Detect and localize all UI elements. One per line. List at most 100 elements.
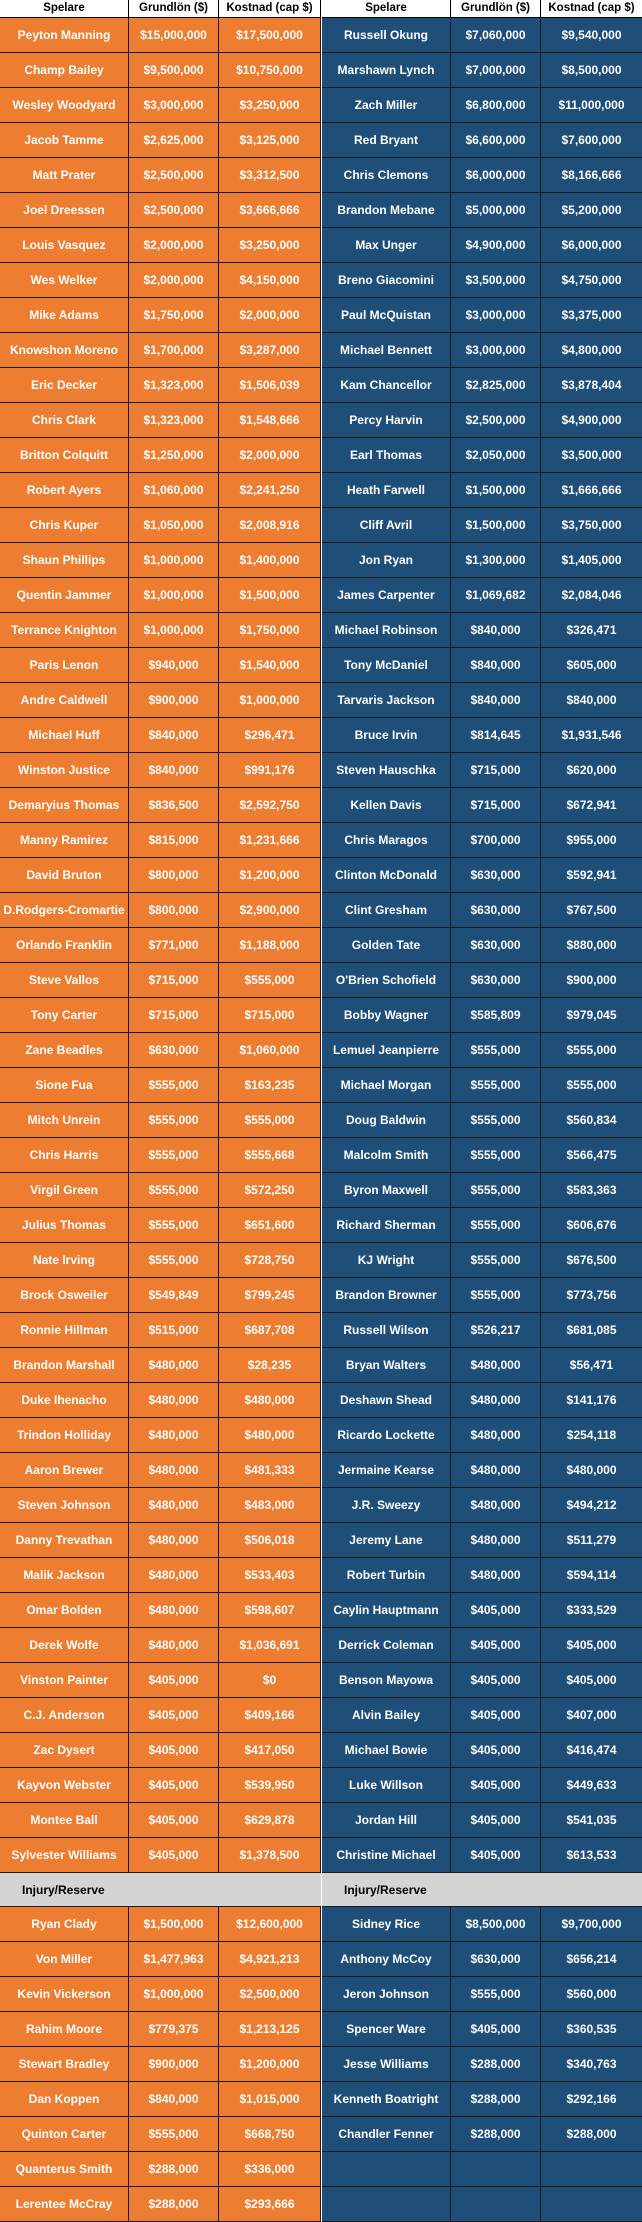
table-row: Virgil Green $555,000 $572,250	[0, 1173, 321, 1208]
base-salary: $555,000	[451, 1068, 541, 1102]
player-name: C.J. Anderson	[0, 1698, 129, 1732]
table-row: J.R. Sweezy $480,000 $494,212	[322, 1488, 642, 1523]
player-name: D.Rodgers-Cromartie	[0, 893, 129, 927]
cap-cost: $1,405,000	[541, 543, 642, 577]
table-row: Manny Ramirez $815,000 $1,231,666	[0, 823, 321, 858]
base-salary: $480,000	[451, 1558, 541, 1592]
table-row: O'Brien Schofield $630,000 $900,000	[322, 963, 642, 998]
table-row: Kam Chancellor $2,825,000 $3,878,404	[322, 368, 642, 403]
player-name: Von Miller	[0, 1942, 129, 1976]
header-base-salary: Grundlön ($)	[451, 0, 541, 17]
cap-cost	[541, 2187, 642, 2221]
base-salary: $288,000	[129, 2187, 219, 2221]
player-name: Manny Ramirez	[0, 823, 129, 857]
player-name: Ryan Clady	[0, 1907, 129, 1941]
cap-cost: $1,015,000	[219, 2082, 321, 2116]
player-name: Matt Prater	[0, 158, 129, 192]
player-name: Terrance Knighton	[0, 613, 129, 647]
player-name: Clinton McDonald	[322, 858, 451, 892]
cap-cost: $293,666	[219, 2187, 321, 2221]
cap-cost: $1,188,000	[219, 928, 321, 962]
player-name: Jeremy Lane	[322, 1523, 451, 1557]
base-salary: $1,050,000	[129, 508, 219, 542]
player-name: Brandon Marshall	[0, 1348, 129, 1382]
player-name: Chandler Fenner	[322, 2117, 451, 2151]
cap-cost: $360,535	[541, 2012, 642, 2046]
cap-cost: $4,900,000	[541, 403, 642, 437]
table-row: Alvin Bailey $405,000 $407,000	[322, 1698, 642, 1733]
cap-cost: $1,200,000	[219, 2047, 321, 2081]
base-salary: $1,000,000	[129, 543, 219, 577]
table-row: Kellen Davis $715,000 $672,941	[322, 788, 642, 823]
cap-cost: $687,708	[219, 1313, 321, 1347]
player-name: Michael Huff	[0, 718, 129, 752]
table-row	[322, 2187, 642, 2222]
header-cap-cost: Kostnad (cap $)	[541, 0, 642, 17]
table-row: Anthony McCoy $630,000 $656,214	[322, 1942, 642, 1977]
player-name: Quinton Carter	[0, 2117, 129, 2151]
base-salary: $8,500,000	[451, 1907, 541, 1941]
player-name: Peyton Manning	[0, 18, 129, 52]
cap-cost: $3,666,666	[219, 193, 321, 227]
table-row: Heath Farwell $1,500,000 $1,666,666	[322, 473, 642, 508]
table-row: Doug Baldwin $555,000 $560,834	[322, 1103, 642, 1138]
player-name: Trindon Holliday	[0, 1418, 129, 1452]
table-row: KJ Wright $555,000 $676,500	[322, 1243, 642, 1278]
base-salary: $1,000,000	[129, 1977, 219, 2011]
cap-cost: $340,763	[541, 2047, 642, 2081]
player-name: Derek Wolfe	[0, 1628, 129, 1662]
player-name: Mike Adams	[0, 298, 129, 332]
cap-cost: $572,250	[219, 1173, 321, 1207]
cap-cost: $17,500,000	[219, 18, 321, 52]
player-name: Britton Colquitt	[0, 438, 129, 472]
cap-cost: $629,878	[219, 1803, 321, 1837]
cap-cost: $11,000,000	[541, 88, 642, 122]
player-name: Vinston Painter	[0, 1663, 129, 1697]
base-salary: $2,825,000	[451, 368, 541, 402]
base-salary: $630,000	[451, 963, 541, 997]
base-salary: $900,000	[129, 683, 219, 717]
player-name: Benson Mayowa	[322, 1663, 451, 1697]
table-row: Ryan Clady $1,500,000 $12,600,000	[0, 1907, 321, 1942]
cap-cost: $511,279	[541, 1523, 642, 1557]
base-salary: $405,000	[129, 1803, 219, 1837]
header-cap-cost: Kostnad (cap $)	[219, 0, 321, 17]
cap-cost: $598,607	[219, 1593, 321, 1627]
table-row: Sione Fua $555,000 $163,235	[0, 1068, 321, 1103]
player-name: Orlando Franklin	[0, 928, 129, 962]
base-salary: $405,000	[451, 1593, 541, 1627]
base-salary: $1,750,000	[129, 298, 219, 332]
base-salary: $6,600,000	[451, 123, 541, 157]
base-salary: $1,069,682	[451, 578, 541, 612]
player-name: Jermaine Kearse	[322, 1453, 451, 1487]
cap-cost: $1,750,000	[219, 613, 321, 647]
table-row: Wes Welker $2,000,000 $4,150,000	[0, 263, 321, 298]
table-row: Lemuel Jeanpierre $555,000 $555,000	[322, 1033, 642, 1068]
table-row: Brandon Mebane $5,000,000 $5,200,000	[322, 193, 642, 228]
cap-cost: $799,245	[219, 1278, 321, 1312]
player-name: Mitch Unrein	[0, 1103, 129, 1137]
base-salary: $715,000	[129, 963, 219, 997]
player-name: Sione Fua	[0, 1068, 129, 1102]
cap-cost: $4,921,213	[219, 1942, 321, 1976]
player-name: Michael Robinson	[322, 613, 451, 647]
cap-cost: $533,403	[219, 1558, 321, 1592]
table-row: Paul McQuistan $3,000,000 $3,375,000	[322, 298, 642, 333]
table-row: Russell Wilson $526,217 $681,085	[322, 1313, 642, 1348]
cap-cost: $1,213,125	[219, 2012, 321, 2046]
table-row: Michael Bowie $405,000 $416,474	[322, 1733, 642, 1768]
cap-cost: $672,941	[541, 788, 642, 822]
table-row: Deshawn Shead $480,000 $141,176	[322, 1383, 642, 1418]
base-salary: $288,000	[451, 2082, 541, 2116]
player-name: Kenneth Boatright	[322, 2082, 451, 2116]
player-name: Lerentee McCray	[0, 2187, 129, 2221]
cap-cost: $840,000	[541, 683, 642, 717]
cap-cost: $28,235	[219, 1348, 321, 1382]
base-salary: $3,500,000	[451, 263, 541, 297]
table-row: Michael Huff $840,000 $296,471	[0, 718, 321, 753]
table-row: Sidney Rice $8,500,000 $9,700,000	[322, 1907, 642, 1942]
base-salary: $555,000	[129, 1138, 219, 1172]
cap-cost: $2,241,250	[219, 473, 321, 507]
base-salary: $840,000	[451, 683, 541, 717]
